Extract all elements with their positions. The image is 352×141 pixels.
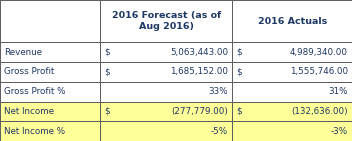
Bar: [232, 121, 352, 141]
Text: 1,685,152.00: 1,685,152.00: [170, 67, 228, 76]
Bar: [100, 82, 232, 102]
Text: $: $: [105, 107, 110, 116]
Bar: [100, 42, 232, 62]
Text: -3%: -3%: [331, 127, 348, 136]
Text: 1,555,746.00: 1,555,746.00: [290, 67, 348, 76]
Text: -5%: -5%: [211, 127, 228, 136]
Text: Revenue: Revenue: [4, 48, 42, 57]
Bar: [232, 42, 352, 62]
Text: 33%: 33%: [208, 87, 228, 96]
Text: $: $: [237, 67, 242, 76]
Text: (277,779.00): (277,779.00): [171, 107, 228, 116]
Text: $: $: [105, 48, 110, 57]
Text: 2016 Actuals: 2016 Actuals: [258, 17, 327, 26]
Text: $: $: [237, 107, 242, 116]
Text: Gross Profit %: Gross Profit %: [4, 87, 66, 96]
Bar: [0, 82, 100, 102]
Bar: [0, 42, 100, 62]
Bar: [232, 102, 352, 121]
Text: Gross Profit: Gross Profit: [4, 67, 55, 76]
Bar: [232, 0, 352, 42]
Text: 4,989,340.00: 4,989,340.00: [290, 48, 348, 57]
Text: $: $: [237, 48, 242, 57]
Text: Net Income %: Net Income %: [4, 127, 65, 136]
Bar: [0, 121, 100, 141]
Bar: [100, 0, 232, 42]
Text: $: $: [105, 67, 110, 76]
Bar: [232, 62, 352, 82]
Bar: [100, 102, 232, 121]
Bar: [0, 102, 100, 121]
Text: 5,063,443.00: 5,063,443.00: [170, 48, 228, 57]
Bar: [0, 62, 100, 82]
Text: 2016 Forecast (as of
Aug 2016): 2016 Forecast (as of Aug 2016): [112, 11, 221, 31]
Text: 31%: 31%: [328, 87, 348, 96]
Bar: [100, 121, 232, 141]
Bar: [232, 82, 352, 102]
Text: Net Income: Net Income: [4, 107, 54, 116]
Text: (132,636.00): (132,636.00): [291, 107, 348, 116]
Bar: [0, 0, 100, 42]
Bar: [100, 62, 232, 82]
